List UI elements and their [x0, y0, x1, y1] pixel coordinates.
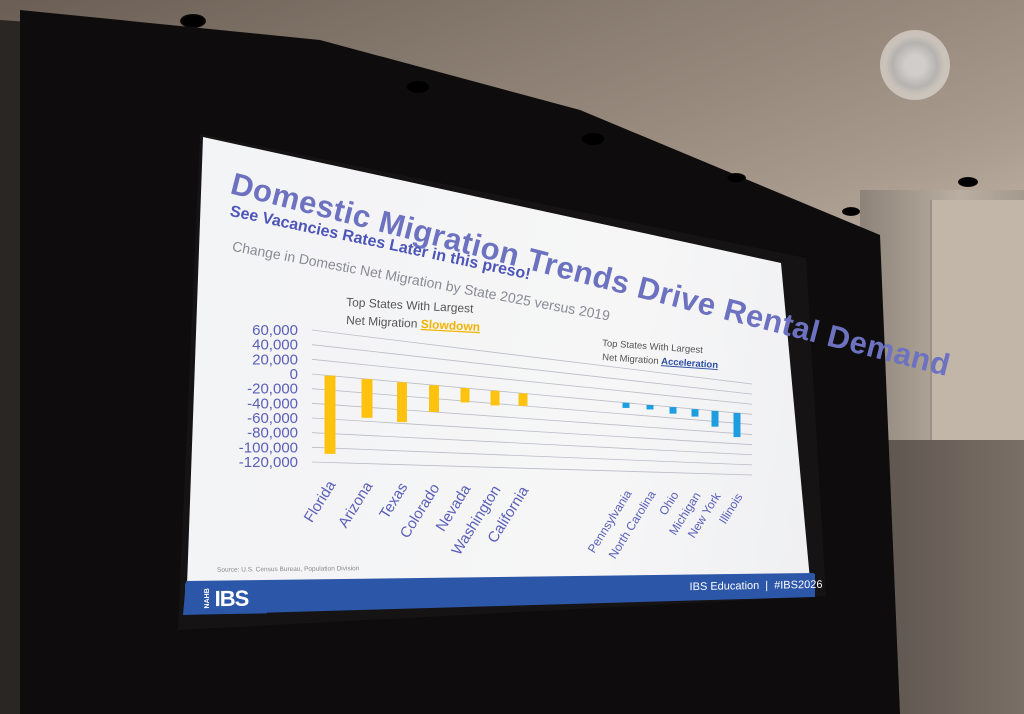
ibs-logo: NAHB IBS: [185, 582, 267, 615]
footer-label-box: IBS Education | #IBS2026: [690, 573, 822, 599]
gridline: [311, 417, 753, 446]
bar: [691, 409, 699, 417]
group-label-slowdown: Top States With Largest: [346, 295, 475, 316]
ceiling-speaker: [880, 30, 950, 100]
bar: [646, 404, 654, 410]
x-tick-label: Florida: [301, 477, 340, 525]
bar: [361, 379, 373, 418]
y-tick-label: 40,000: [252, 337, 298, 354]
y-tick-label: 20,000: [252, 351, 298, 368]
y-tick-label: -120,000: [239, 454, 298, 471]
bar: [622, 402, 630, 408]
bar: [324, 375, 336, 454]
right-wall-lower: [884, 440, 1024, 714]
x-tick-label: Arizona: [335, 478, 377, 531]
ceiling-light: [842, 207, 860, 216]
gridline: [311, 329, 753, 385]
gridline: [311, 432, 753, 456]
y-tick-label: -80,000: [247, 425, 298, 442]
ibs-logo-text: IBS: [214, 585, 249, 611]
bar: [733, 412, 741, 438]
ceiling-light: [958, 177, 978, 187]
group-label-slowdown: Net Migration Slowdown: [346, 313, 481, 334]
y-tick-label: -20,000: [247, 381, 298, 398]
gridline: [311, 373, 753, 415]
gridline: [311, 388, 753, 425]
gridline: [311, 461, 753, 476]
bar: [429, 385, 439, 412]
ceiling-light: [405, 80, 431, 94]
y-tick-label: -60,000: [247, 410, 298, 427]
gridline: [311, 446, 753, 466]
separator: |: [765, 579, 769, 592]
bar: [397, 382, 407, 423]
ceiling-light: [726, 173, 746, 183]
bar: [490, 390, 500, 406]
y-tick-label: 60,000: [252, 322, 298, 339]
nahb-text: NAHB: [203, 588, 211, 609]
ceiling-light: [180, 14, 206, 28]
gridline: [311, 402, 753, 435]
y-tick-label: -100,000: [239, 439, 298, 456]
footer-tag: #IBS2026: [774, 578, 823, 592]
source-note: Source: U.S. Census Bureau, Population D…: [216, 565, 360, 574]
y-tick-label: 0: [290, 366, 298, 383]
y-tick-label: -40,000: [247, 395, 298, 412]
bar: [711, 410, 719, 427]
gridline: [311, 344, 753, 395]
bar: [460, 388, 470, 403]
bar: [518, 393, 528, 406]
ceiling-light: [580, 132, 606, 146]
slowdown-emphasis: Slowdown: [420, 317, 480, 334]
gridline: [311, 358, 753, 405]
footer-label: IBS Education: [689, 579, 760, 594]
acceleration-emphasis: Acceleration: [661, 356, 719, 371]
bar: [669, 407, 677, 414]
